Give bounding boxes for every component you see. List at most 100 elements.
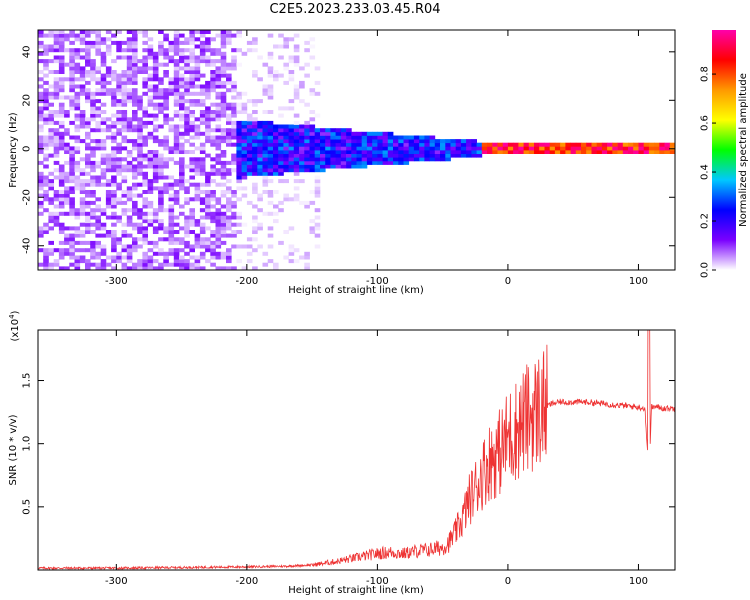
heatmap-cell [398, 146, 404, 151]
heatmap-cell [664, 142, 671, 147]
heatmap-cell [95, 128, 101, 133]
heatmap-cell [226, 233, 232, 238]
heatmap-cell [236, 110, 242, 114]
heatmap-cell [53, 193, 60, 198]
heatmap-cell [105, 168, 112, 173]
heatmap-cell [184, 215, 190, 220]
heatmap-cell [116, 73, 122, 78]
heatmap-cell [116, 164, 122, 169]
heatmap-cell [48, 266, 54, 270]
heatmap-cell [299, 135, 305, 140]
heatmap-cell [85, 240, 91, 245]
heatmap-cell [267, 244, 274, 249]
heatmap-cell [403, 153, 410, 158]
heatmap-cell [507, 150, 514, 154]
heatmap-cell [205, 40, 211, 45]
heatmap-cell [194, 233, 201, 238]
heatmap-cell [74, 51, 81, 56]
heatmap-cell [142, 55, 148, 60]
y-tick-label: 40 [22, 45, 33, 58]
heatmap-cell [142, 135, 148, 140]
heatmap-cell [147, 164, 154, 169]
heatmap-cell [471, 153, 477, 158]
heatmap-cell [346, 150, 352, 154]
heatmap-cell [309, 164, 316, 169]
heatmap-cell [179, 168, 185, 173]
heatmap-cell [199, 230, 206, 234]
heatmap-cell [173, 197, 180, 202]
heatmap-cell [549, 150, 556, 154]
heatmap-cell [121, 80, 128, 85]
heatmap-cell [643, 150, 650, 154]
heatmap-cell [95, 222, 101, 227]
heatmap-cell [210, 62, 216, 67]
heatmap-cell [105, 233, 112, 238]
heatmap-cell [220, 106, 227, 111]
heatmap-cell [126, 73, 133, 78]
heatmap-cell [450, 142, 457, 147]
heatmap-cell [121, 146, 128, 151]
heatmap-cell [299, 200, 305, 205]
heatmap-cell [262, 88, 269, 93]
heatmap-cell [194, 124, 201, 129]
heatmap-cell [137, 139, 143, 144]
heatmap-cell [142, 120, 148, 125]
heatmap-cell [424, 157, 430, 162]
heatmap-cell [377, 139, 383, 144]
heatmap-cell [299, 99, 305, 104]
heatmap-cell [231, 142, 237, 147]
heatmap-cell [267, 95, 274, 100]
heatmap-cell [210, 204, 216, 209]
heatmap-cell [116, 131, 122, 136]
heatmap-cell [53, 139, 60, 144]
heatmap-cell [278, 55, 284, 60]
heatmap-cell [116, 259, 122, 264]
heatmap-cell [199, 266, 206, 270]
heatmap-cell [189, 150, 195, 154]
heatmap-cell [90, 91, 96, 96]
heatmap-cell [152, 164, 159, 169]
heatmap-cell [236, 157, 242, 162]
heatmap-cell [173, 251, 180, 256]
heatmap-cell [330, 131, 336, 136]
heatmap-cell [58, 135, 65, 140]
heatmap-cell [43, 146, 49, 151]
snr-line [38, 330, 675, 570]
heatmap-cell [184, 106, 190, 111]
heatmap-cell [158, 200, 164, 205]
heatmap-cell [387, 146, 394, 151]
heatmap-cell [257, 124, 263, 129]
heatmap-cell [126, 95, 133, 100]
heatmap-cell [74, 48, 81, 53]
heatmap-cell [58, 95, 65, 100]
heatmap-cell [132, 240, 138, 245]
heatmap-cell [199, 255, 206, 260]
heatmap-cell [215, 168, 222, 173]
heatmap-cell [132, 80, 138, 85]
heatmap-cell [100, 91, 107, 96]
heatmap-cell [163, 175, 169, 180]
heatmap-cell [220, 160, 227, 165]
heatmap-cell [168, 40, 175, 45]
heatmap-cell [79, 211, 86, 216]
heatmap-cell [293, 142, 300, 147]
heatmap-cell [283, 230, 289, 234]
heatmap-cell [215, 208, 222, 213]
heatmap-cell [549, 146, 556, 151]
heatmap-cell [184, 240, 190, 245]
heatmap-cell [126, 91, 133, 96]
heatmap-cell [163, 73, 169, 78]
heatmap-cell [335, 146, 342, 151]
heatmap-cell [314, 157, 321, 162]
heatmap-cell [121, 244, 128, 249]
colorbar-tick-label: 0.6 [700, 115, 711, 131]
heatmap-cell [236, 95, 242, 100]
heatmap-cell [236, 164, 242, 169]
heatmap-cell [481, 150, 488, 154]
heatmap-cell [220, 204, 227, 209]
colorbar-gradient [712, 30, 736, 270]
heatmap-cell [116, 171, 122, 176]
heatmap-cell [48, 48, 54, 53]
heatmap-cell [173, 160, 180, 165]
heatmap-cell [215, 237, 222, 242]
